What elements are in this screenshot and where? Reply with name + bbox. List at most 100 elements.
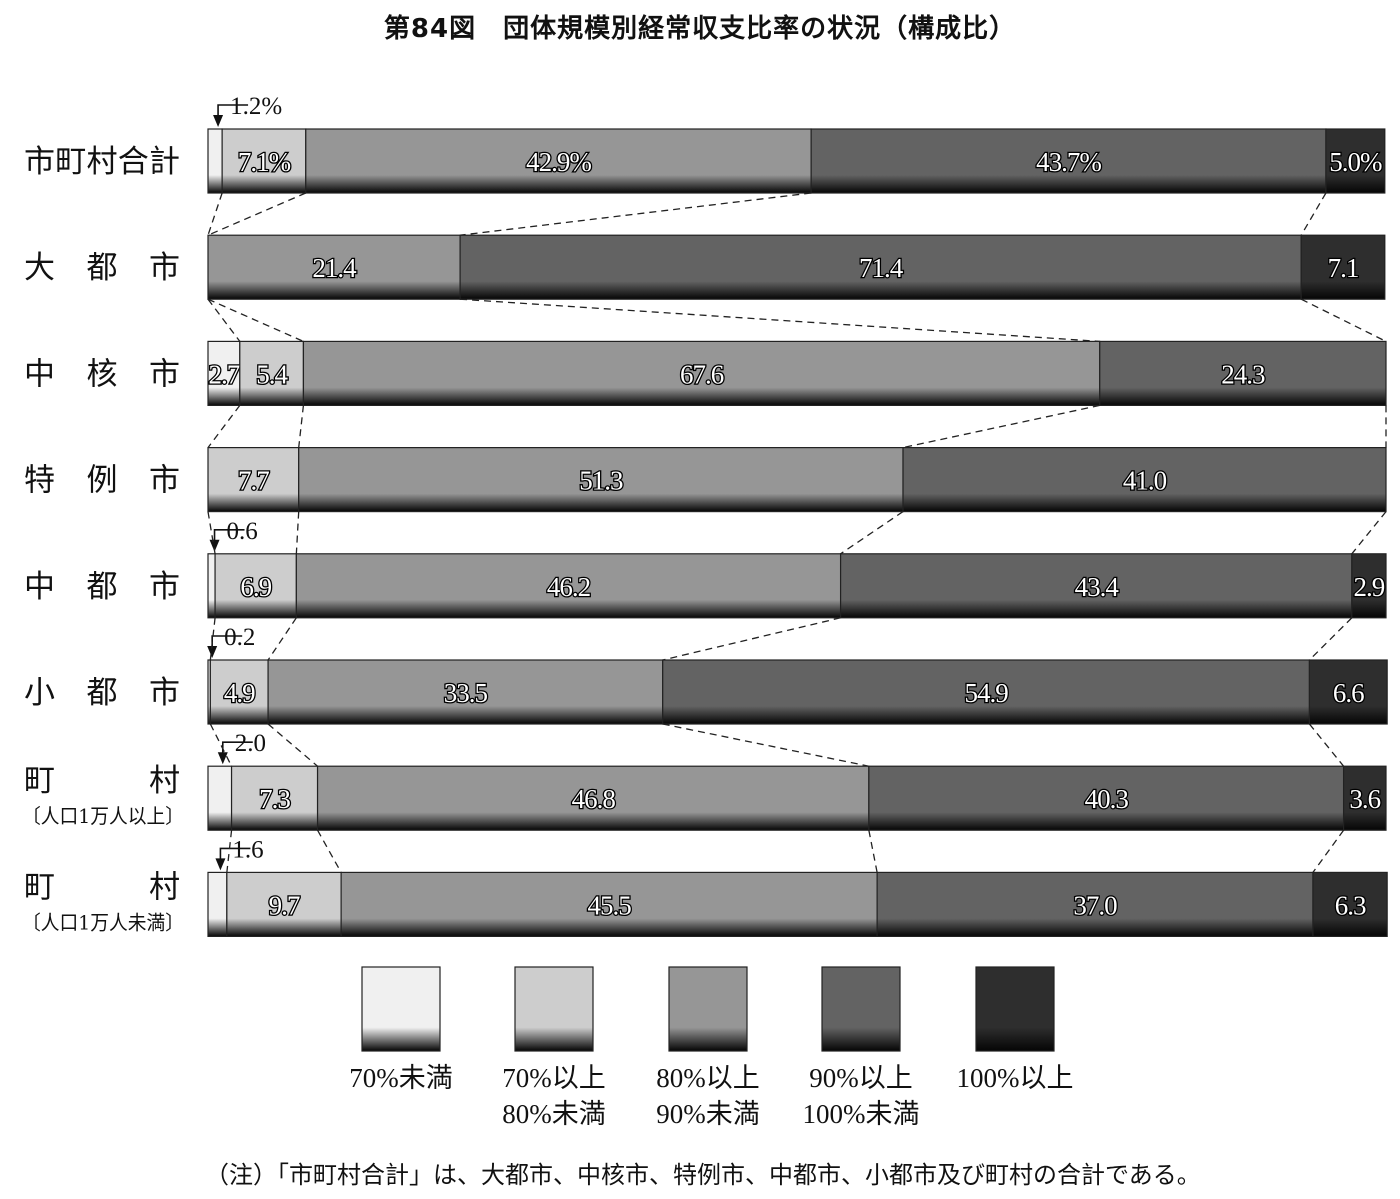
row-label: 中核市 [24, 356, 180, 392]
bar-segment [267, 659, 664, 725]
connector-line [662, 723, 869, 767]
bar-segment [340, 871, 878, 938]
chart-title: 第84図 団体規模別経常収支比率の状況（構成比） [383, 14, 1017, 44]
callout-label: 2.0 [235, 730, 266, 757]
connector-line [207, 192, 223, 236]
callout-label: 1.6 [232, 836, 263, 863]
data-label: 43.4 [1075, 572, 1120, 602]
row-label: 特例市 [24, 463, 180, 499]
bar-segment [868, 765, 1345, 831]
connector-line [207, 405, 241, 448]
callout-arrow [215, 858, 226, 871]
legend-label: 100%以上 [956, 1063, 1074, 1093]
callout-arrow [217, 752, 228, 765]
bar-segment [207, 447, 300, 513]
data-label: 4.9 [224, 678, 255, 708]
bar-segment [207, 765, 233, 831]
connector-line [295, 511, 300, 554]
connector-line [1308, 617, 1353, 661]
row-sublabel: 〔人口1万人以上〕 [22, 804, 184, 828]
bar-segment [207, 553, 216, 619]
data-label: 6.6 [1333, 678, 1364, 708]
row-label: 町 [24, 869, 55, 905]
footnote: （注）「市町村合計」は、大都市、中核市、特例市、中都市、小都市及び町村の合計であ… [205, 1161, 1201, 1189]
connector-line [868, 830, 878, 873]
bar-segment [239, 340, 305, 406]
row-label: 村 [149, 869, 180, 905]
data-label: 5.4 [256, 359, 288, 389]
callout-arrow [207, 646, 218, 658]
bar-segment [662, 659, 1311, 725]
data-label: 2.7 [209, 359, 240, 389]
data-label: 6.3 [1335, 890, 1366, 920]
bar-segment [316, 765, 870, 831]
data-label: 46.8 [572, 784, 616, 814]
data-label: 51.3 [579, 466, 623, 496]
callout-label: 0.6 [227, 518, 258, 545]
legend-label: 80%以上 90%未満 [656, 1063, 760, 1129]
legend-label: 90%以上 100%未満 [802, 1063, 920, 1129]
data-label: 43.7% [1036, 147, 1101, 177]
bar-segment [305, 128, 812, 194]
bar-segment [295, 553, 842, 619]
data-label: 7.1% [238, 147, 291, 177]
bar-segment [810, 128, 1327, 194]
data-label: 46.2 [547, 572, 591, 602]
data-label: 33.5 [444, 678, 488, 708]
bar-segment [221, 128, 307, 194]
bar-segment [1312, 871, 1388, 938]
connector-line [209, 723, 233, 767]
callout-label: 1.2% [230, 93, 282, 120]
legend-swatch [668, 966, 748, 1052]
data-label: 41.0 [1123, 466, 1167, 496]
data-label: 21.4 [312, 253, 357, 283]
bar-segment [1325, 128, 1386, 194]
data-label: 5.0% [1329, 147, 1382, 177]
data-label: 24.3 [1221, 359, 1265, 389]
data-label: 45.5 [587, 890, 631, 920]
bar-segment [302, 340, 1101, 406]
connector-line [298, 405, 305, 448]
bar-segment [1099, 340, 1387, 406]
callout-arrow [209, 539, 220, 552]
bar-segment [1342, 765, 1387, 831]
connector-line [662, 617, 841, 661]
connector-line [840, 511, 904, 555]
connector-line [460, 192, 812, 236]
row-sublabel: 〔人口1万人未満〕 [22, 910, 184, 934]
connector-line [1312, 829, 1345, 873]
connector-line [460, 298, 1100, 343]
legend-label: 70%以上 80%未満 [502, 1063, 606, 1129]
bar-segment [230, 765, 319, 831]
data-label: 7.7 [238, 466, 269, 496]
row-label: 中都市 [24, 569, 180, 605]
connector-line [1308, 723, 1345, 767]
legend-swatch [975, 966, 1055, 1052]
data-label: 6.9 [240, 572, 271, 602]
bar-segment [207, 871, 228, 938]
legend-swatch [361, 966, 441, 1052]
connector-line [1300, 192, 1327, 236]
data-label: 9.7 [269, 890, 300, 920]
bar-segment [209, 659, 269, 725]
connector-line [207, 298, 304, 342]
connector-line [316, 829, 342, 873]
callout-label: 0.2 [224, 624, 255, 651]
data-label: 7.1 [1328, 253, 1359, 283]
bar-segment [207, 128, 223, 194]
callout-arrow [213, 115, 224, 127]
connector-line [1300, 298, 1387, 342]
connector-line [267, 617, 297, 661]
row-label: 小都市 [24, 675, 180, 711]
legend-swatch [514, 966, 594, 1052]
bar-segment [207, 234, 461, 300]
bar-segment [876, 871, 1314, 938]
data-label: 71.4 [859, 253, 904, 283]
connector-line [902, 404, 1100, 449]
legend-label: 70%未満 [349, 1063, 453, 1093]
data-label: 7.3 [259, 784, 290, 814]
connector-line [267, 723, 318, 767]
row-label: 市町村合計 [24, 144, 180, 180]
connector-line [207, 298, 241, 342]
connector-line [226, 830, 233, 873]
